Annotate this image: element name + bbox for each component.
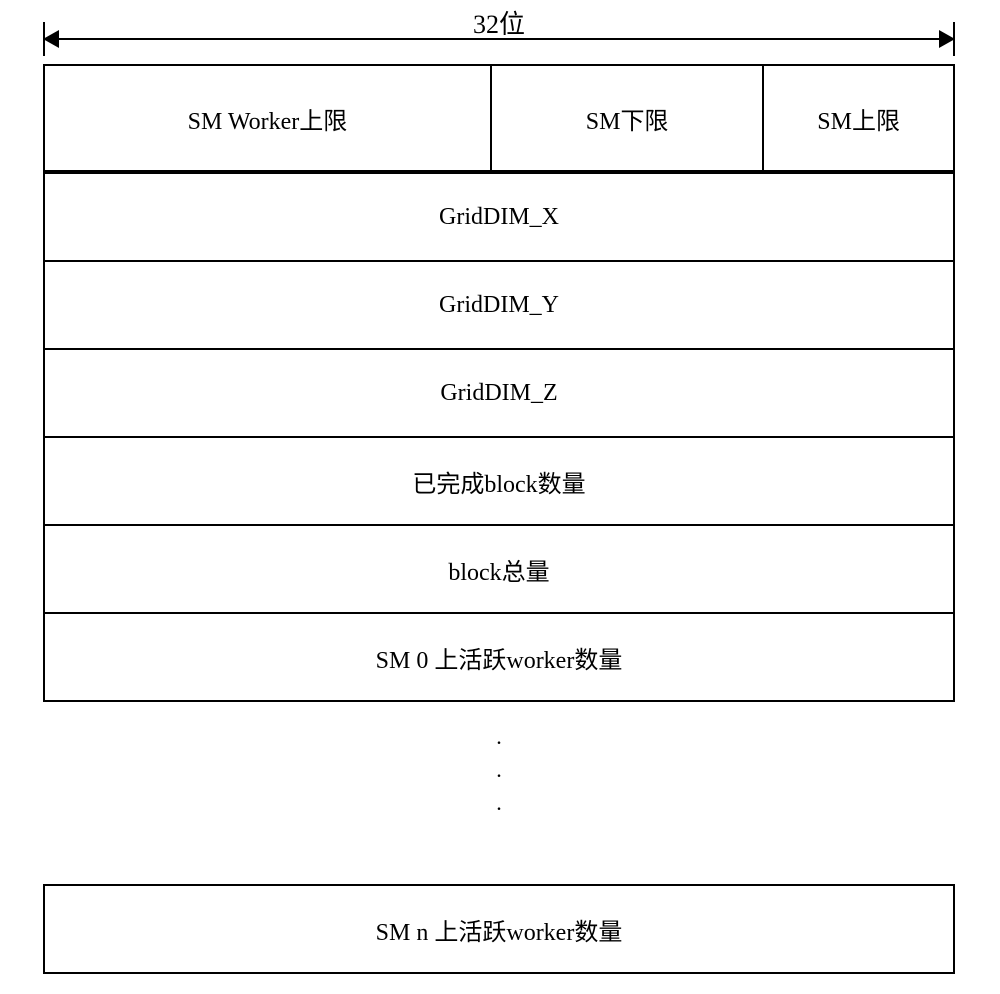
table-row: GridDIM_Y <box>43 260 955 350</box>
table-row: block总量 <box>43 524 955 614</box>
bitfield-diagram: 32位 SM Worker上限SM下限SM上限GridDIM_XGridDIM_… <box>0 0 1000 994</box>
table-row: SM Worker上限SM下限SM上限 <box>43 64 955 172</box>
table-row: SM n 上活跃worker数量 <box>43 884 955 974</box>
table-cell: SM Worker上限 <box>45 66 490 170</box>
arrow-tick-right <box>953 22 955 56</box>
arrow-line <box>51 38 947 40</box>
table-cell: GridDIM_X <box>45 174 953 260</box>
ellipsis: ... <box>43 720 955 819</box>
table-cell: SM上限 <box>762 66 953 170</box>
table-row: GridDIM_Z <box>43 348 955 438</box>
table-row: GridDIM_X <box>43 172 955 262</box>
table-cell: SM n 上活跃worker数量 <box>45 886 953 972</box>
table-cell: SM 0 上活跃worker数量 <box>45 614 953 700</box>
table-cell: block总量 <box>45 526 953 612</box>
bit-width-label: 32位 <box>43 4 955 41</box>
table-cell: GridDIM_Z <box>45 350 953 436</box>
table-cell: GridDIM_Y <box>45 262 953 348</box>
table-row: 已完成block数量 <box>43 436 955 526</box>
width-indicator: 32位 <box>43 0 955 60</box>
table-row: SM 0 上活跃worker数量 <box>43 612 955 702</box>
table-cell: 已完成block数量 <box>45 438 953 524</box>
table-cell: SM下限 <box>490 66 762 170</box>
